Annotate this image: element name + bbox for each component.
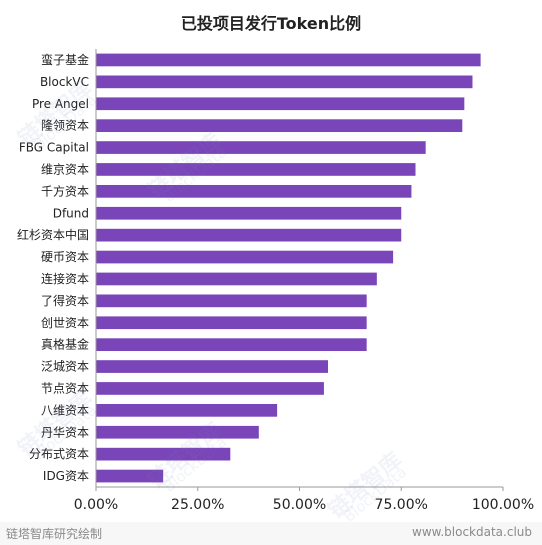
category-label: 隆领资本 bbox=[41, 118, 89, 133]
category-label: 分布式资本 bbox=[29, 447, 89, 461]
bar bbox=[96, 206, 402, 220]
category-label: 八维资本 bbox=[41, 403, 89, 417]
category-label: 创世资本 bbox=[41, 316, 89, 330]
category-label: Pre Angel bbox=[32, 97, 89, 111]
category-label: FBG Capital bbox=[19, 141, 89, 155]
category-label: 红杉资本中国 bbox=[17, 227, 89, 242]
chart-title: 已投项目发行Token比例 bbox=[180, 14, 362, 33]
category-label: IDG资本 bbox=[43, 469, 89, 483]
x-tick-label: 0.00% bbox=[74, 497, 118, 513]
x-tick-label: 100.00% bbox=[472, 497, 534, 513]
bar bbox=[96, 382, 324, 395]
bar bbox=[96, 447, 231, 461]
x-tick-label: 75.00% bbox=[375, 497, 428, 513]
category-label: 真格基金 bbox=[41, 337, 89, 352]
category-label: 丹华资本 bbox=[41, 425, 89, 439]
bar bbox=[96, 250, 394, 264]
footer-credit: 链塔智库研究绘制 bbox=[6, 527, 103, 541]
category-label: 蛮子基金 bbox=[41, 52, 89, 67]
bar bbox=[96, 404, 278, 417]
x-tick-label: 50.00% bbox=[273, 497, 326, 513]
bar bbox=[96, 425, 259, 439]
x-tick-label: 25.00% bbox=[171, 497, 224, 513]
category-label: 硬币资本 bbox=[41, 250, 89, 264]
bar bbox=[96, 294, 367, 308]
bar bbox=[96, 316, 367, 330]
footer-website[interactable]: www.blockdata.club bbox=[412, 525, 532, 539]
bar bbox=[96, 360, 328, 373]
bar bbox=[96, 338, 367, 351]
category-label: 节点资本 bbox=[41, 381, 89, 395]
bar bbox=[96, 469, 164, 483]
category-label: BlockVC bbox=[40, 75, 89, 89]
bar bbox=[96, 185, 412, 198]
category-label: Dfund bbox=[53, 206, 89, 220]
category-label: 维京资本 bbox=[41, 162, 89, 176]
category-label: 泛城资本 bbox=[41, 360, 89, 374]
bar bbox=[96, 53, 481, 67]
bar bbox=[96, 272, 377, 286]
bar bbox=[96, 141, 426, 154]
bar bbox=[96, 228, 402, 242]
category-label: 连接资本 bbox=[41, 271, 89, 286]
bar bbox=[96, 119, 463, 132]
category-label: 千方资本 bbox=[41, 183, 89, 198]
bar bbox=[96, 75, 473, 89]
footer-bar bbox=[0, 522, 542, 545]
bar bbox=[96, 97, 465, 111]
bar bbox=[96, 163, 416, 176]
category-label: 了得资本 bbox=[41, 293, 89, 308]
